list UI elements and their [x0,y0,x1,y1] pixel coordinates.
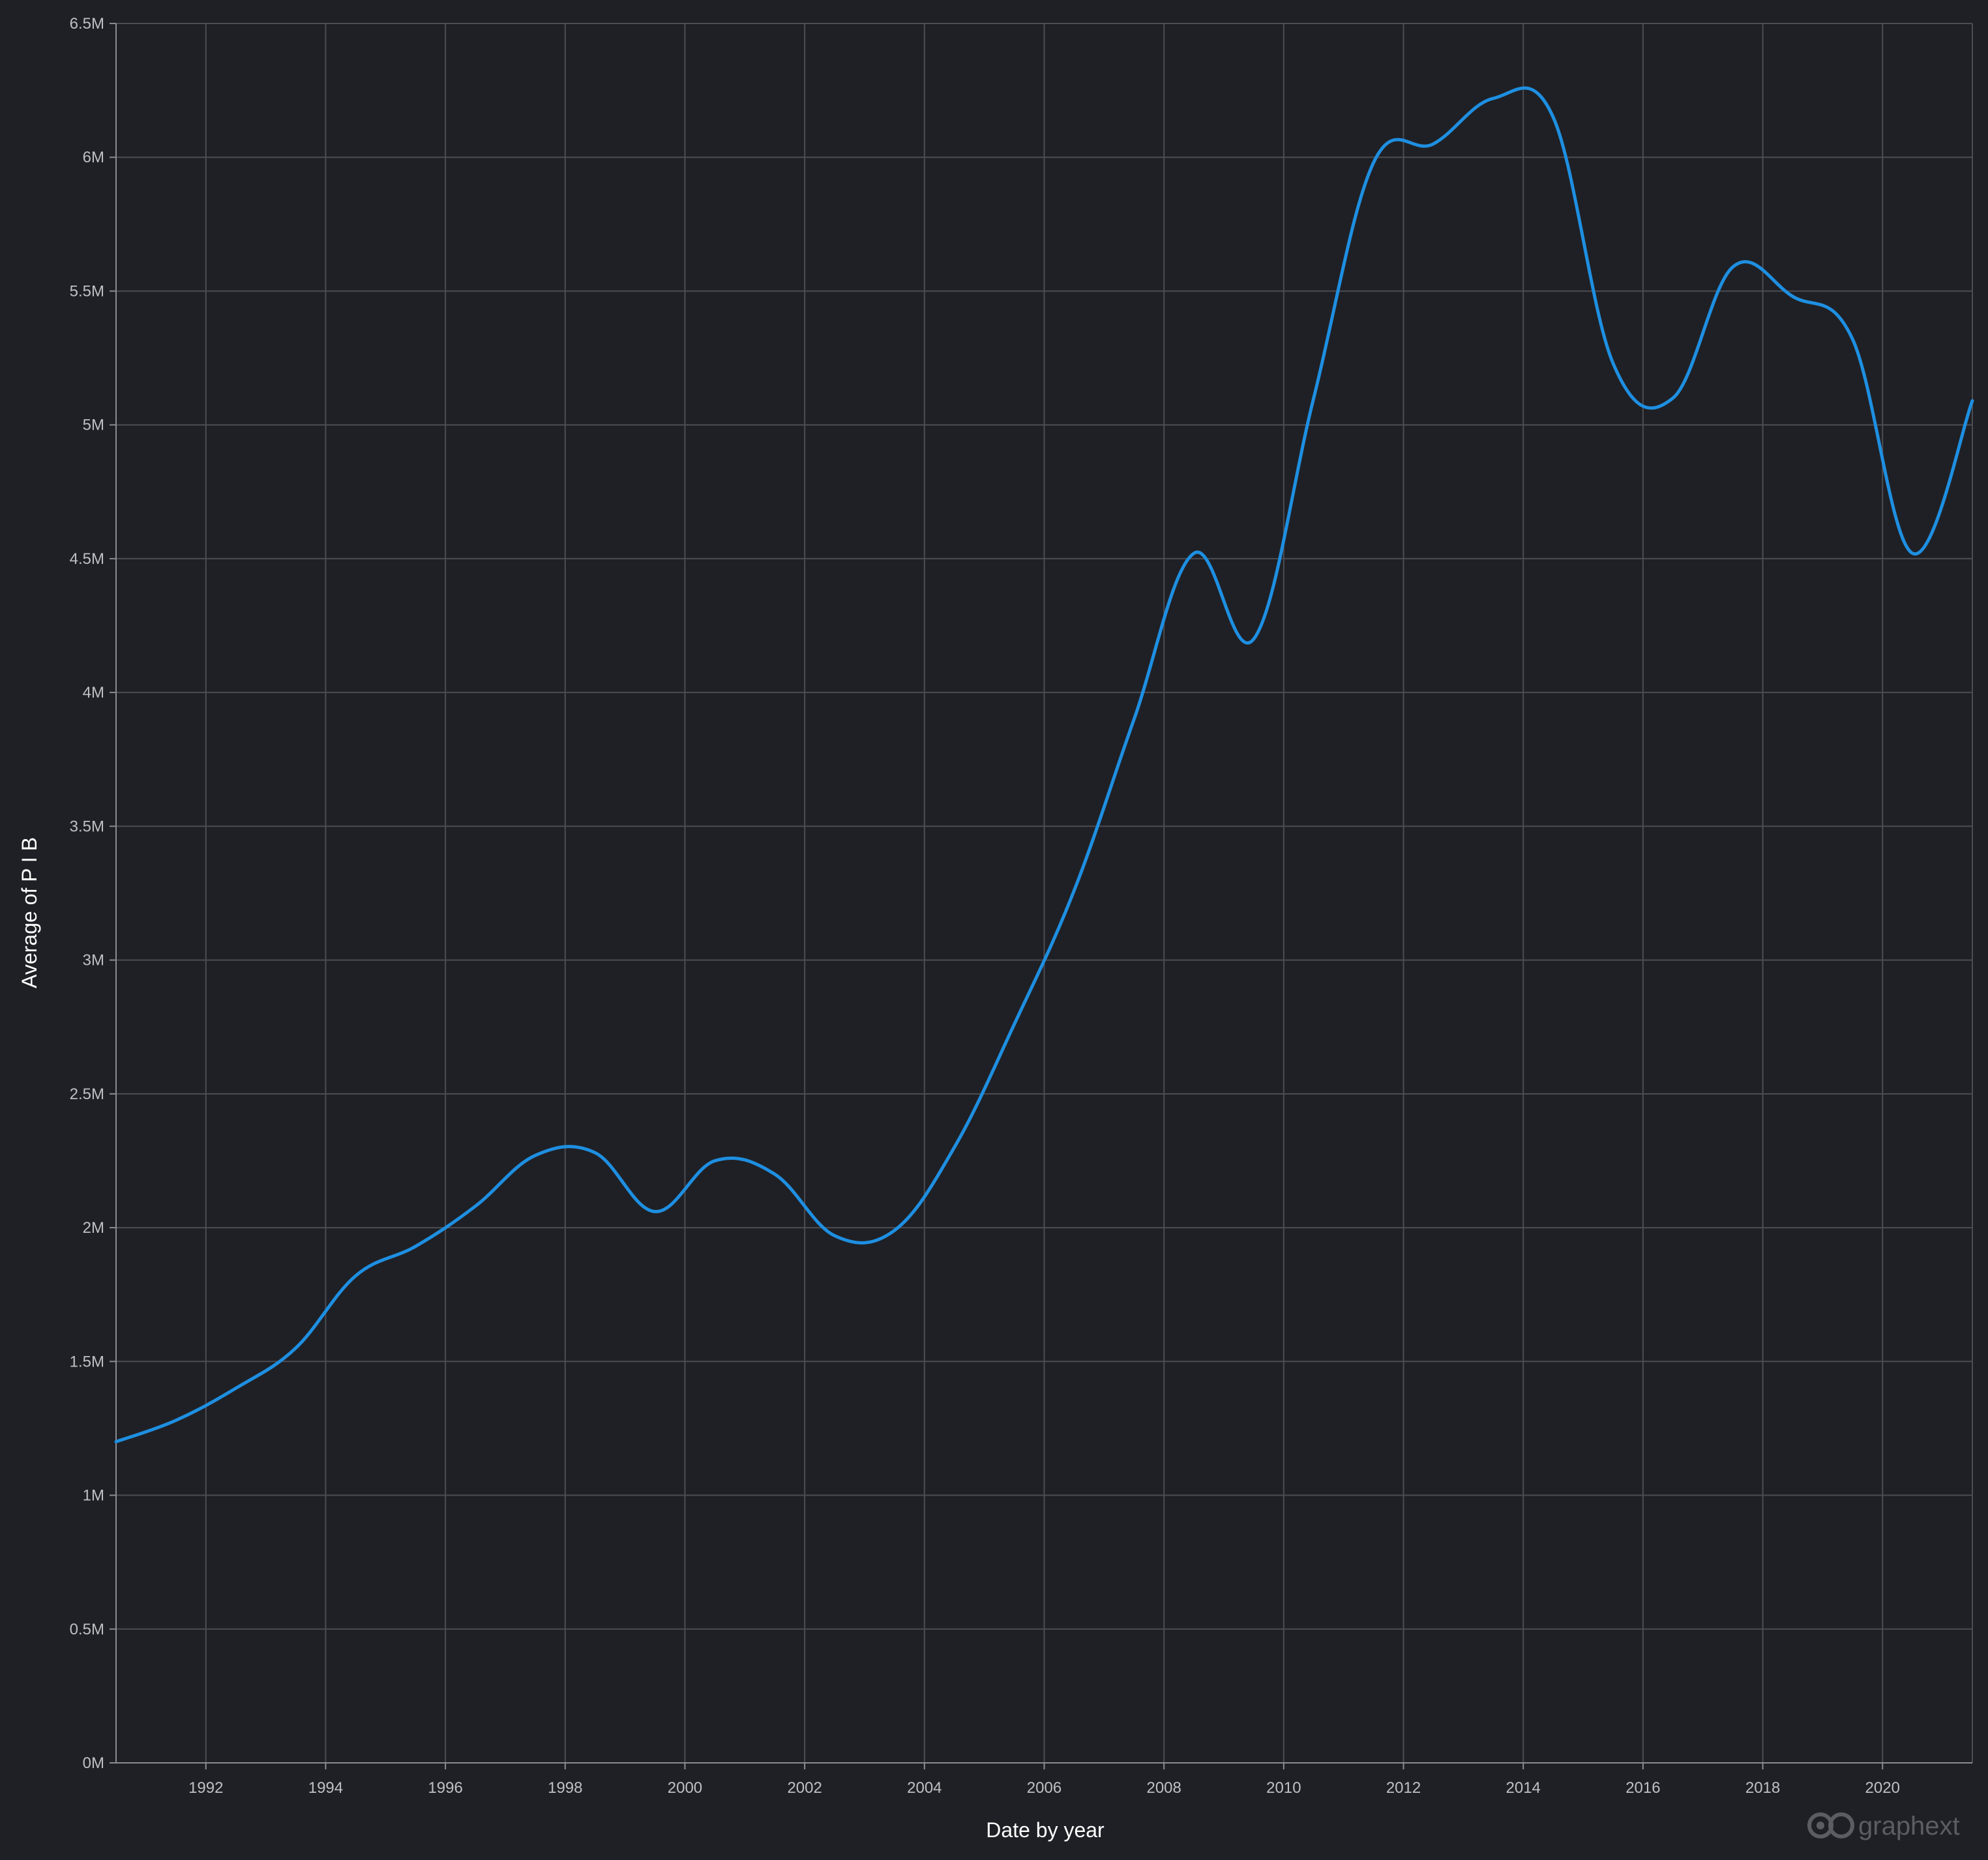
y-tick-label: 2M [83,1219,104,1237]
grid [116,23,1973,1763]
y-tick-label: 6M [83,149,104,166]
x-tick-label: 1996 [428,1779,462,1797]
y-tick-label: 1M [83,1487,104,1505]
y-tick-label: 4M [83,684,104,701]
series-layer [114,86,1974,1443]
x-tick-label: 1992 [188,1779,223,1797]
y-tick-label: 0.5M [70,1621,104,1638]
x-tick-label: 1998 [548,1779,582,1797]
y-tick-label: 1.5M [70,1353,104,1370]
x-tick-label: 2018 [1745,1779,1780,1797]
axes: 0M 0.5M 1M 1.5M 2M 2.5M 3M 3.5M 4M 4.5M 5M 5.5M 6M 6.… [70,15,1972,1797]
y-tick-label: 3M [83,952,104,969]
graphext-logo-icon [1807,1812,1854,1838]
y-tick-label: 4.5M [70,550,104,568]
y-axis-title: Average of P I B [18,837,41,988]
x-tick-label: 2010 [1266,1779,1301,1797]
y-tick-label: 5.5M [70,282,104,300]
x-tick-label: 1994 [308,1779,343,1797]
x-tick-label: 2004 [907,1779,942,1797]
graphext-logo: graphext [1807,1812,1960,1840]
y-tick-label: 5M [83,417,104,434]
x-tick-label: 2000 [668,1779,702,1797]
graphext-logo-text: graphext [1858,1812,1960,1840]
x-tick-label: 2020 [1865,1779,1900,1797]
y-tick-label: 2.5M [70,1085,104,1103]
y-tick-label: 0M [83,1754,104,1772]
x-tick-label: 2016 [1625,1779,1660,1797]
x-tick-label: 2002 [787,1779,822,1797]
y-tick-label: 3.5M [70,818,104,835]
series-line-0 [114,86,1974,1443]
x-tick-label: 2014 [1506,1779,1541,1797]
y-tick-label: 6.5M [70,15,104,33]
x-tick-label: 2012 [1386,1779,1421,1797]
x-axis-title: Date by year [986,1818,1105,1842]
x-tick-label: 2008 [1146,1779,1181,1797]
x-tick-label: 2006 [1027,1779,1061,1797]
